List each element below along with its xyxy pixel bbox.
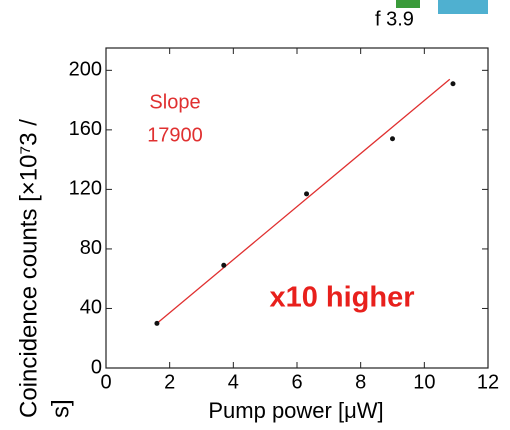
annotation: x10 higher xyxy=(269,282,414,314)
x-tick-label: 4 xyxy=(228,371,239,393)
data-point xyxy=(154,320,160,326)
x-tick-label: 2 xyxy=(164,371,175,393)
x-tick-label: 0 xyxy=(100,371,111,393)
y-tick-label: 80 xyxy=(80,237,102,259)
x-axis-label: Pump power [μW] xyxy=(208,398,383,423)
image-fragment xyxy=(396,0,420,8)
y-tick-label: 120 xyxy=(69,178,102,200)
annotation: f 3.9 xyxy=(375,8,414,30)
data-point xyxy=(450,81,456,87)
data-point xyxy=(304,191,310,197)
annotation: 17900 xyxy=(147,124,203,146)
y-tick-label: 200 xyxy=(69,59,102,81)
x-tick-label: 8 xyxy=(355,371,366,393)
data-point xyxy=(390,136,395,142)
x-tick-label: 12 xyxy=(477,371,499,393)
annotation: Slope xyxy=(149,91,200,113)
y-tick-label: 40 xyxy=(80,297,102,319)
y-tick-label: 0 xyxy=(91,356,102,378)
y-axis-label: s] xyxy=(47,399,74,418)
fit-line xyxy=(156,78,451,324)
x-tick-label: 10 xyxy=(413,371,435,393)
y-tick-label: 160 xyxy=(69,118,102,140)
x-tick-label: 6 xyxy=(291,371,302,393)
y-axis-label: Coincidence counts [×10⁷3 / xyxy=(15,119,42,418)
image-fragment xyxy=(438,0,488,14)
data-point xyxy=(221,262,227,268)
